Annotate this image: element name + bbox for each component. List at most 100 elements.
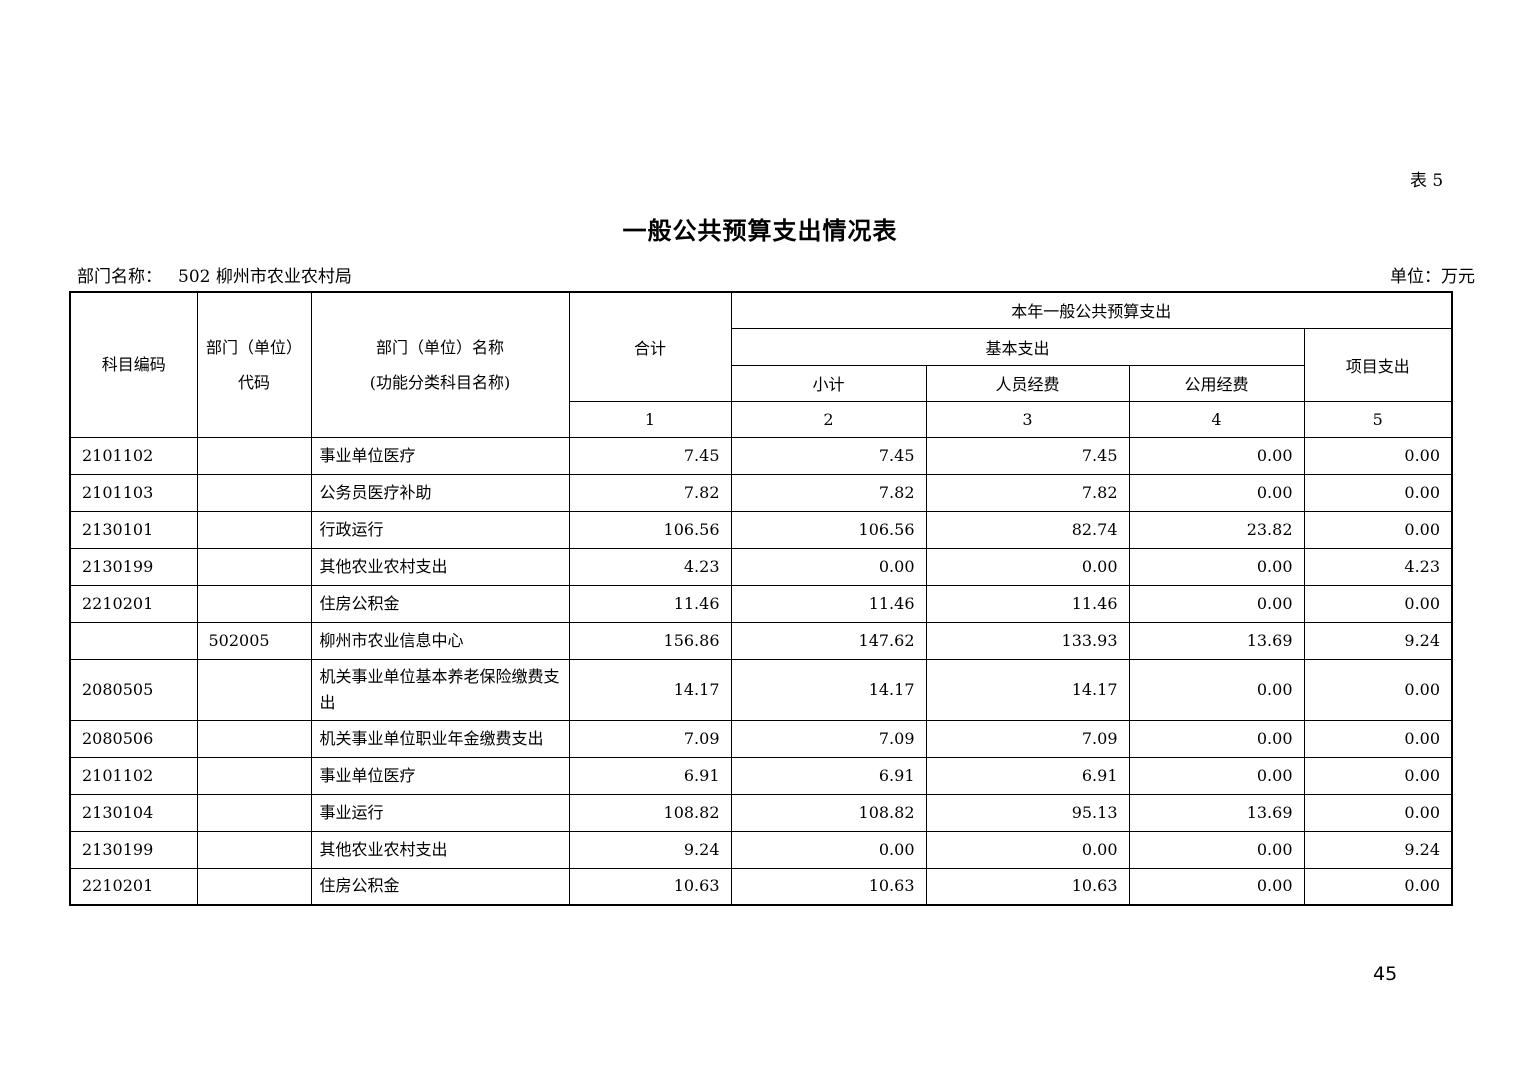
cell-personnel-funds: 11.46 [925,584,1130,623]
cell-public-funds: 0.00 [1128,658,1305,721]
table-row: 2080506 机关事业单位职业年金缴费支出 7.09 7.09 7.09 0.… [69,719,1453,758]
cell-subtotal: 108.82 [730,793,927,832]
cell-project-expenditure: 4.23 [1303,547,1453,586]
cell-public-funds: 0.00 [1128,867,1305,906]
cell-dept-code [196,756,312,795]
cell-personnel-funds: 14.17 [925,658,1130,721]
table-row: 2080505 机关事业单位基本养老保险缴费支出 14.17 14.17 14.… [69,658,1453,721]
cell-project-expenditure: 0.00 [1303,793,1453,832]
header-personnel-funds: 人员经费 [925,364,1130,402]
cell-subtotal: 147.62 [730,621,927,660]
cell-subtotal: 0.00 [730,830,927,869]
header-dept-name-line1: 部门（单位）名称 [375,337,504,357]
table-row: 2130199 其他农业农村支出 9.24 0.00 0.00 0.00 9.2… [69,830,1453,869]
table-body: 2101102 事业单位医疗 7.45 7.45 7.45 0.00 0.00 … [69,436,1453,906]
unit-label: 单位：万元 [1390,267,1475,287]
cell-total: 7.45 [568,436,732,475]
cell-dept-code [196,510,312,549]
cell-subject-code [69,621,198,660]
cell-dept-name: 其他农业农村支出 [310,830,570,869]
cell-subject-code: 2130199 [69,547,198,586]
table-row: 2130104 事业运行 108.82 108.82 95.13 13.69 0… [69,793,1453,832]
cell-dept-code [196,793,312,832]
department-name-line: 部门名称： 502 柳州市农业农村局 [77,262,352,287]
cell-personnel-funds: 82.74 [925,510,1130,549]
header-subtotal: 小计 [730,364,927,402]
cell-subject-code: 2130101 [69,510,198,549]
header-subject-code-label: 科目编码 [101,355,166,375]
cell-public-funds: 0.00 [1128,830,1305,869]
cell-personnel-funds: 6.91 [925,756,1130,795]
cell-personnel-funds: 10.63 [925,867,1130,906]
cell-subtotal: 7.45 [730,436,927,475]
cell-subject-code: 2080505 [69,658,198,721]
budget-table: 科目编码 部门（单位） 代码 部门（单位）名称 (功能分类科目名称) 合计 本年… [69,291,1454,906]
cell-project-expenditure: 0.00 [1303,719,1453,758]
cell-subtotal: 106.56 [730,510,927,549]
cell-subject-code: 2130104 [69,793,198,832]
department-name-value: 502 柳州市农业农村局 [178,267,352,287]
cell-public-funds: 0.00 [1128,719,1305,758]
cell-total: 7.09 [568,719,732,758]
header-dept-code-line1: 部门（单位） [205,337,302,357]
table-row: 2210201 住房公积金 11.46 11.46 11.46 0.00 0.0… [69,584,1453,623]
cell-total: 7.82 [568,473,732,512]
cell-subject-code: 2210201 [69,867,198,906]
cell-project-expenditure: 0.00 [1303,584,1453,623]
cell-personnel-funds: 0.00 [925,830,1130,869]
cell-total: 106.56 [568,510,732,549]
cell-public-funds: 0.00 [1128,436,1305,475]
cell-public-funds: 13.69 [1128,793,1305,832]
cell-dept-name: 柳州市农业信息中心 [310,621,570,660]
page-number: 45 [1373,963,1398,985]
cell-subtotal: 7.09 [730,719,927,758]
cell-total: 11.46 [568,584,732,623]
cell-total: 4.23 [568,547,732,586]
cell-total: 14.17 [568,658,732,721]
cell-total: 108.82 [568,793,732,832]
header-dept-name: 部门（单位）名称 (功能分类科目名称) [310,291,570,438]
cell-subject-code: 2101103 [69,473,198,512]
cell-public-funds: 0.00 [1128,473,1305,512]
cell-personnel-funds: 95.13 [925,793,1130,832]
header-current-year: 本年一般公共预算支出 [730,291,1453,329]
cell-subtotal: 0.00 [730,547,927,586]
cell-total: 10.63 [568,867,732,906]
cell-subject-code: 2101102 [69,756,198,795]
cell-subtotal: 10.63 [730,867,927,906]
cell-project-expenditure: 0.00 [1303,436,1453,475]
cell-public-funds: 23.82 [1128,510,1305,549]
cell-dept-name: 住房公积金 [310,584,570,623]
header-basic-expenditure: 基本支出 [730,327,1305,366]
cell-dept-code [196,867,312,906]
table-row: 2130199 其他农业农村支出 4.23 0.00 0.00 0.00 4.2… [69,547,1453,586]
cell-dept-name: 行政运行 [310,510,570,549]
cell-subject-code: 2130199 [69,830,198,869]
cell-total: 6.91 [568,756,732,795]
cell-subject-code: 2080506 [69,719,198,758]
table-row: 2101102 事业单位医疗 6.91 6.91 6.91 0.00 0.00 [69,756,1453,795]
cell-project-expenditure: 0.00 [1303,510,1453,549]
cell-subtotal: 7.82 [730,473,927,512]
cell-public-funds: 0.00 [1128,584,1305,623]
cell-public-funds: 13.69 [1128,621,1305,660]
header-col-number-3: 3 [925,400,1130,438]
table-row: 2210201 住房公积金 10.63 10.63 10.63 0.00 0.0… [69,867,1453,906]
cell-project-expenditure: 0.00 [1303,867,1453,906]
cell-subtotal: 11.46 [730,584,927,623]
cell-dept-name: 事业运行 [310,793,570,832]
header-dept-code-line2: 代码 [237,372,270,392]
cell-subtotal: 14.17 [730,658,927,721]
cell-dept-code [196,473,312,512]
cell-personnel-funds: 133.93 [925,621,1130,660]
table-row: 502005 柳州市农业信息中心 156.86 147.62 133.93 13… [69,621,1453,660]
cell-dept-code [196,547,312,586]
header-col-number-1: 1 [568,400,732,438]
header-dept-code: 部门（单位） 代码 [196,291,312,438]
cell-dept-name: 机关事业单位职业年金缴费支出 [310,719,570,758]
cell-personnel-funds: 0.00 [925,547,1130,586]
cell-public-funds: 0.00 [1128,547,1305,586]
header-col-number-4: 4 [1128,400,1305,438]
cell-personnel-funds: 7.09 [925,719,1130,758]
